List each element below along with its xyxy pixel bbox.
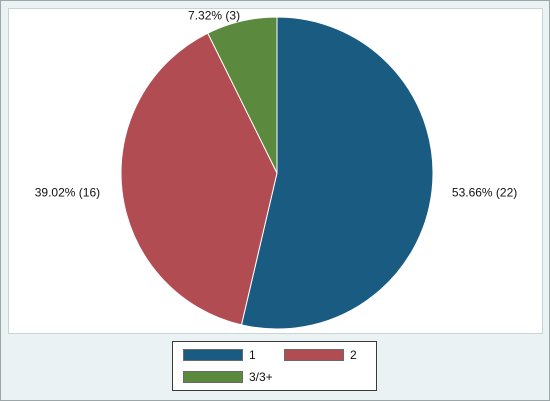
pie-labels: 53.66% (22) 39.02% (16) 7.32% (3) bbox=[35, 9, 518, 199]
pie-slice-3 bbox=[207, 16, 278, 174]
legend-swatch-2 bbox=[284, 349, 344, 361]
legend-item-3: 3/3+ bbox=[183, 370, 273, 384]
slice-label-2: 39.02% (16) bbox=[35, 185, 100, 199]
pie-slice-1 bbox=[240, 16, 434, 330]
slice-label-1: 53.66% (22) bbox=[452, 185, 517, 199]
slice-label-3: 7.32% (3) bbox=[188, 9, 240, 22]
legend-item-1: 1 bbox=[183, 348, 256, 362]
legend-label-2: 2 bbox=[350, 348, 357, 362]
pie-slices bbox=[120, 16, 434, 330]
legend-item-2: 2 bbox=[284, 348, 357, 362]
legend-label-3: 3/3+ bbox=[249, 370, 273, 384]
legend-swatch-1 bbox=[183, 349, 243, 361]
legend-label-1: 1 bbox=[249, 348, 256, 362]
pie-chart: 53.66% (22) 39.02% (16) 7.32% (3) bbox=[35, 9, 518, 330]
legend-swatch-3 bbox=[183, 371, 243, 383]
plot-region: 53.66% (22) 39.02% (16) 7.32% (3) bbox=[8, 8, 543, 334]
legend: 1 2 3/3+ bbox=[172, 341, 377, 391]
pie-slice-2 bbox=[120, 32, 278, 326]
